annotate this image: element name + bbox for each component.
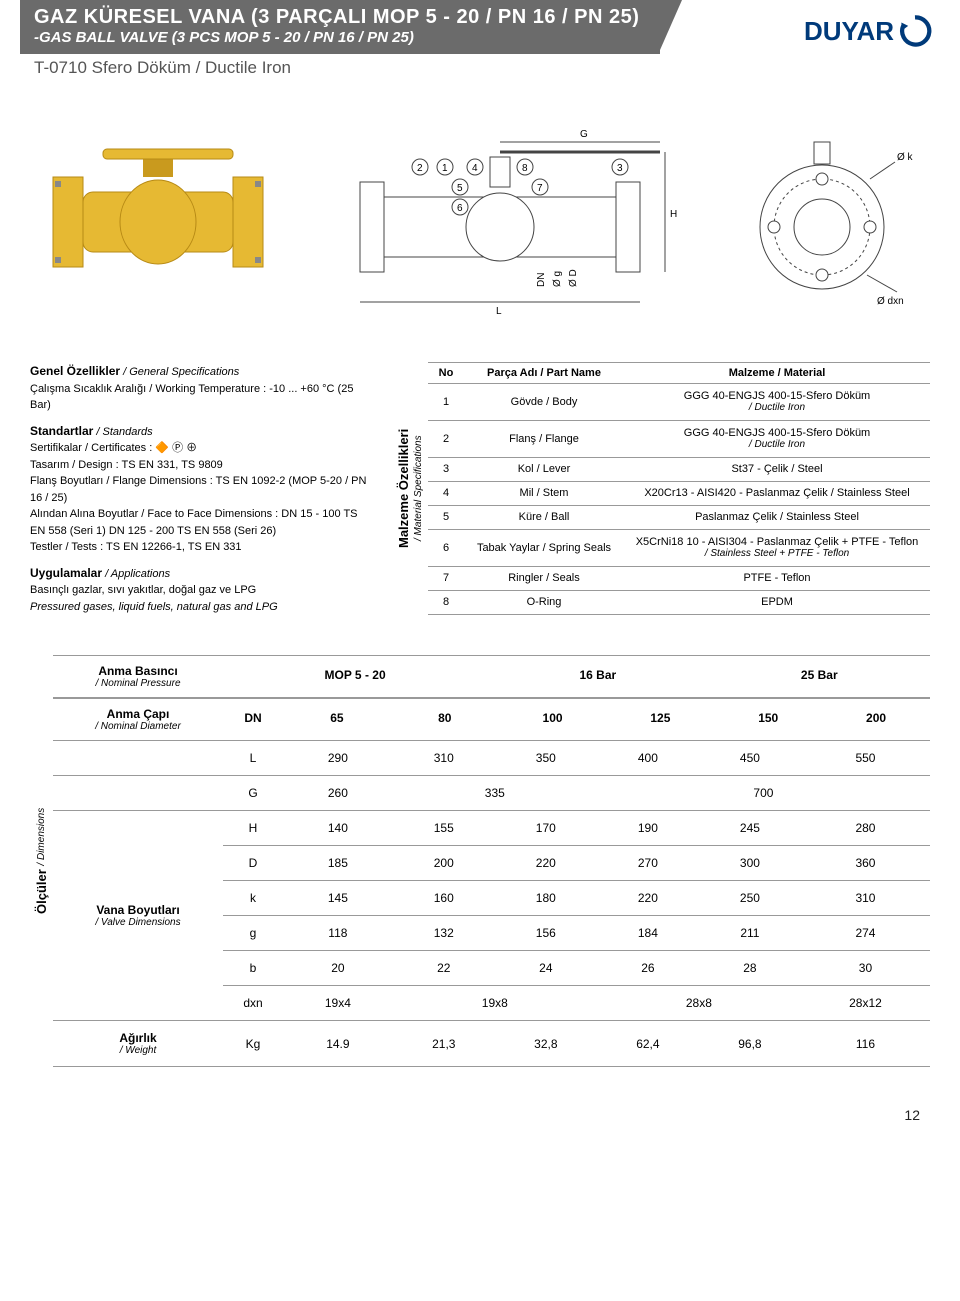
pressure-value: 25 Bar	[709, 656, 930, 697]
header-band: GAZ KÜRESEL VANA (3 PARÇALI MOP 5 - 20 /…	[20, 0, 660, 54]
svg-text:1: 1	[442, 163, 448, 174]
page-number: 12	[0, 1067, 960, 1143]
table-row: 2Flanş / FlangeGGG 40-ENGJS 400-15-Sfero…	[428, 420, 930, 457]
diameter-value: 80	[391, 699, 499, 740]
general-heading-en: / General Specifications	[123, 366, 239, 378]
svg-text:Ø k: Ø k	[897, 152, 914, 163]
tests-spec: Testler / Tests : TS EN 12266-1, TS EN 3…	[30, 539, 370, 556]
working-temp-label: Çalışma Sıcaklık Aralığı / Working Tempe…	[30, 383, 266, 395]
applications-en: Pressured gases, liquid fuels, natural g…	[30, 599, 370, 616]
table-row: 3Kol / LeverSt37 - Çelik / Steel	[428, 457, 930, 481]
diameter-value: 200	[822, 699, 930, 740]
svg-text:DN: DN	[536, 273, 547, 287]
table-row: 5Küre / BallPaslanmaz Çelik / Stainless …	[428, 505, 930, 529]
diameter-param: DN	[223, 699, 283, 740]
pressure-value: 16 Bar	[487, 656, 708, 697]
materials-vlabel-tr: Malzeme Özellikleri	[396, 429, 411, 548]
dimensions-vertical-label: Ölçüler / Dimensions	[30, 655, 53, 1067]
svg-text:8: 8	[522, 163, 528, 174]
table-row: Ağırlık/ WeightKg14.921,332,862,496,8116	[53, 1021, 930, 1067]
svg-text:G: G	[580, 129, 588, 140]
brand-logo: DUYAR	[804, 14, 932, 48]
svg-text:Ø g: Ø g	[552, 271, 563, 287]
table-row: 4Mil / StemX20Cr13 - AISI420 - Paslanmaz…	[428, 481, 930, 505]
table-row: G260335700	[53, 776, 930, 811]
product-code-line: T-0710 Sfero Döküm / Ductile Iron	[34, 58, 960, 78]
diameter-label-en: / Nominal Diameter	[61, 721, 215, 732]
diameter-value: 125	[606, 699, 714, 740]
table-row: 6Tabak Yaylar / Spring SealsX5CrNi18 10 …	[428, 529, 930, 566]
flange-spec: Flanş Boyutları / Flange Dimensions : TS…	[30, 473, 370, 506]
table-row: 7Ringler / SealsPTFE - Teflon	[428, 566, 930, 590]
flange-drawing: Ø k Ø dxn	[727, 122, 917, 312]
diameter-label: Anma Çapı	[107, 707, 170, 721]
dimensions-vlabel-en: / Dimensions	[36, 808, 47, 866]
col-no: No	[428, 363, 464, 384]
face-spec: Alından Alına Boyutlar / Face to Face Di…	[30, 506, 370, 539]
diameter-value: 100	[499, 699, 607, 740]
svg-text:L: L	[496, 306, 502, 317]
brand-logo-icon	[898, 14, 932, 48]
applications-heading-en: / Applications	[105, 568, 170, 580]
svg-text:4: 4	[472, 163, 478, 174]
pressure-row: Anma Basıncı / Nominal Pressure MOP 5 - …	[53, 655, 930, 698]
table-row: L290310350400450550	[53, 741, 930, 776]
dimensions-vlabel-tr: Ölçüler	[34, 869, 49, 914]
table-row: Vana Boyutları/ Valve DimensionsH1401551…	[53, 811, 930, 846]
page-subtitle: -GAS BALL VALVE (3 PCS MOP 5 - 20 / PN 1…	[34, 29, 646, 46]
pressure-value: MOP 5 - 20	[223, 656, 487, 697]
table-row: 1Gövde / BodyGGG 40-ENGJS 400-15-Sfero D…	[428, 384, 930, 421]
design-spec: Tasarım / Design : TS EN 331, TS 9809	[30, 457, 370, 474]
brand-logo-text: DUYAR	[804, 16, 894, 47]
dimensions-table: L290310350400450550G260335700Vana Boyutl…	[53, 741, 930, 1067]
pressure-label: Anma Basıncı	[98, 664, 177, 678]
svg-text:Ø dxn: Ø dxn	[877, 296, 904, 307]
svg-text:3: 3	[617, 163, 623, 174]
materials-table: No Parça Adı / Part Name Malzeme / Mater…	[428, 362, 930, 615]
applications-heading: Uygulamalar	[30, 566, 102, 580]
svg-text:Ø D: Ø D	[568, 269, 579, 287]
diameter-value: 150	[714, 699, 822, 740]
applications-tr: Basınçlı gazlar, sıvı yakıtlar, doğal ga…	[30, 582, 370, 599]
table-row: 8O-RingEPDM	[428, 590, 930, 614]
materials-vlabel-en: / Material Specifications	[413, 436, 424, 542]
certificates-label: Sertifikalar / Certificates :	[30, 442, 152, 454]
cert-icon: 🔶 Ⓟ ⊕	[155, 442, 197, 454]
pressure-label-en: / Nominal Pressure	[61, 678, 215, 689]
technical-drawings-row: 2 1 4 8 5 6 7 3 L G DN Ø g Ø D H	[20, 102, 940, 332]
general-heading: Genel Özellikler	[30, 364, 120, 378]
diameter-row: Anma Çapı / Nominal Diameter DN 65801001…	[53, 698, 930, 741]
col-material: Malzeme / Material	[624, 363, 930, 384]
standards-heading: Standartlar	[30, 424, 93, 438]
svg-text:H: H	[670, 209, 677, 220]
general-specifications: Genel Özellikler / General Specification…	[30, 362, 370, 615]
col-part: Parça Adı / Part Name	[464, 363, 624, 384]
svg-text:6: 6	[457, 203, 463, 214]
section-drawing: 2 1 4 8 5 6 7 3 L G DN Ø g Ø D H	[320, 112, 680, 322]
page-title: GAZ KÜRESEL VANA (3 PARÇALI MOP 5 - 20 /…	[34, 6, 646, 29]
svg-text:5: 5	[457, 183, 463, 194]
diameter-value: 65	[283, 699, 391, 740]
svg-text:2: 2	[417, 163, 423, 174]
svg-text:7: 7	[537, 183, 543, 194]
product-photo	[43, 127, 273, 307]
standards-heading-en: / Standards	[96, 426, 152, 438]
materials-vertical-label: Malzeme Özellikleri / Material Specifica…	[394, 362, 428, 615]
